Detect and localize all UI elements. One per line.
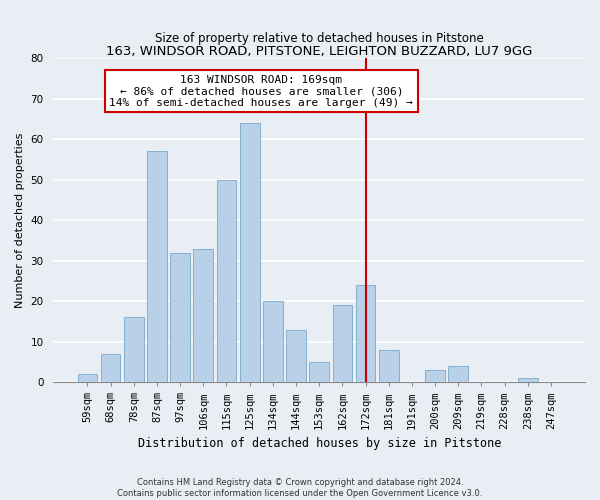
Bar [240, 123, 260, 382]
Bar [217, 180, 236, 382]
Bar [332, 306, 352, 382]
Bar [124, 318, 143, 382]
Bar [448, 366, 468, 382]
Bar [77, 374, 97, 382]
Bar [286, 330, 306, 382]
Bar [101, 354, 121, 382]
Bar [379, 350, 398, 382]
Bar [425, 370, 445, 382]
Text: 163 WINDSOR ROAD: 169sqm
← 86% of detached houses are smaller (306)
14% of semi-: 163 WINDSOR ROAD: 169sqm ← 86% of detach… [109, 74, 413, 108]
Text: Size of property relative to detached houses in Pitstone: Size of property relative to detached ho… [155, 32, 484, 46]
Bar [147, 152, 167, 382]
Bar [193, 248, 213, 382]
Y-axis label: Number of detached properties: Number of detached properties [15, 132, 25, 308]
X-axis label: Distribution of detached houses by size in Pitstone: Distribution of detached houses by size … [137, 437, 501, 450]
Bar [170, 252, 190, 382]
Bar [263, 301, 283, 382]
Text: Contains HM Land Registry data © Crown copyright and database right 2024.
Contai: Contains HM Land Registry data © Crown c… [118, 478, 482, 498]
Bar [356, 285, 376, 382]
Title: 163, WINDSOR ROAD, PITSTONE, LEIGHTON BUZZARD, LU7 9GG: 163, WINDSOR ROAD, PITSTONE, LEIGHTON BU… [106, 46, 532, 59]
Bar [310, 362, 329, 382]
Bar [518, 378, 538, 382]
